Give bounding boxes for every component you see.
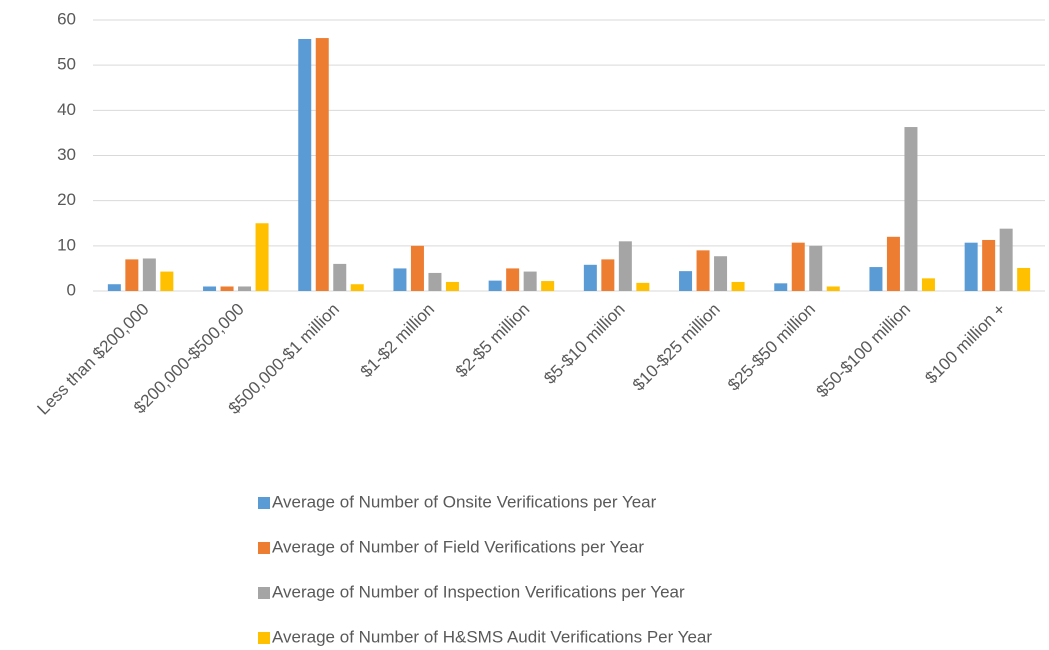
- bar: [488, 280, 502, 291]
- legend-swatch: [258, 497, 270, 509]
- bar: [238, 286, 252, 291]
- legend-label: Average of Number of H&SMS Audit Verific…: [272, 627, 712, 646]
- bar: [315, 38, 329, 291]
- bar: [142, 258, 156, 291]
- bar: [904, 127, 918, 291]
- bar: [982, 239, 996, 291]
- bar: [107, 284, 121, 291]
- x-tick-label: $25-$50 million: [724, 300, 819, 395]
- legend-swatch: [258, 632, 270, 644]
- x-tick-label: $100 million +: [921, 300, 1009, 388]
- bar: [999, 228, 1013, 291]
- bar: [714, 256, 728, 291]
- bar: [125, 259, 139, 291]
- bar: [160, 271, 174, 291]
- x-tick-label: $5-$10 million: [540, 300, 628, 388]
- x-tick-label: $1-$2 million: [357, 300, 439, 382]
- y-tick-label: 50: [57, 55, 76, 74]
- bar: [541, 281, 555, 291]
- legend-label: Average of Number of Onsite Verification…: [272, 492, 657, 511]
- bar: [333, 263, 347, 291]
- y-tick-label: 30: [57, 145, 76, 164]
- bar: [618, 241, 632, 291]
- bar: [964, 242, 978, 291]
- legend-label: Average of Number of Field Verifications…: [272, 537, 644, 556]
- bar: [506, 268, 520, 291]
- x-tick-label: $50-$100 million: [813, 300, 915, 402]
- bar: [886, 236, 900, 291]
- bar: [428, 272, 442, 291]
- bar: [809, 245, 823, 291]
- bar: [298, 38, 312, 291]
- bar: [220, 286, 234, 291]
- bar: [583, 264, 597, 291]
- y-tick-label: 60: [57, 9, 76, 28]
- bar: [774, 283, 788, 291]
- x-tick-label: $2-$5 million: [452, 300, 534, 382]
- bar: [203, 286, 217, 291]
- y-tick-label: 40: [57, 100, 76, 119]
- bar: [523, 271, 537, 291]
- bar: [350, 284, 364, 291]
- bar: [1017, 267, 1031, 291]
- bar: [826, 286, 840, 291]
- y-tick-label: 10: [57, 235, 76, 254]
- bar: [445, 281, 459, 291]
- bar: [393, 268, 407, 291]
- bar: [696, 250, 710, 291]
- legend-label: Average of Number of Inspection Verifica…: [272, 582, 685, 601]
- x-tick-label: $10-$25 million: [629, 300, 724, 395]
- bar: [921, 278, 935, 291]
- legend-swatch: [258, 587, 270, 599]
- bar: [679, 271, 693, 291]
- bar: [636, 282, 650, 291]
- bar: [601, 259, 615, 291]
- legend-swatch: [258, 542, 270, 554]
- bar: [791, 242, 805, 291]
- bar: [410, 245, 424, 291]
- bar: [731, 281, 745, 291]
- bar: [869, 267, 883, 291]
- bar: [255, 223, 269, 291]
- y-tick-label: 0: [67, 280, 76, 299]
- y-tick-label: 20: [57, 190, 76, 209]
